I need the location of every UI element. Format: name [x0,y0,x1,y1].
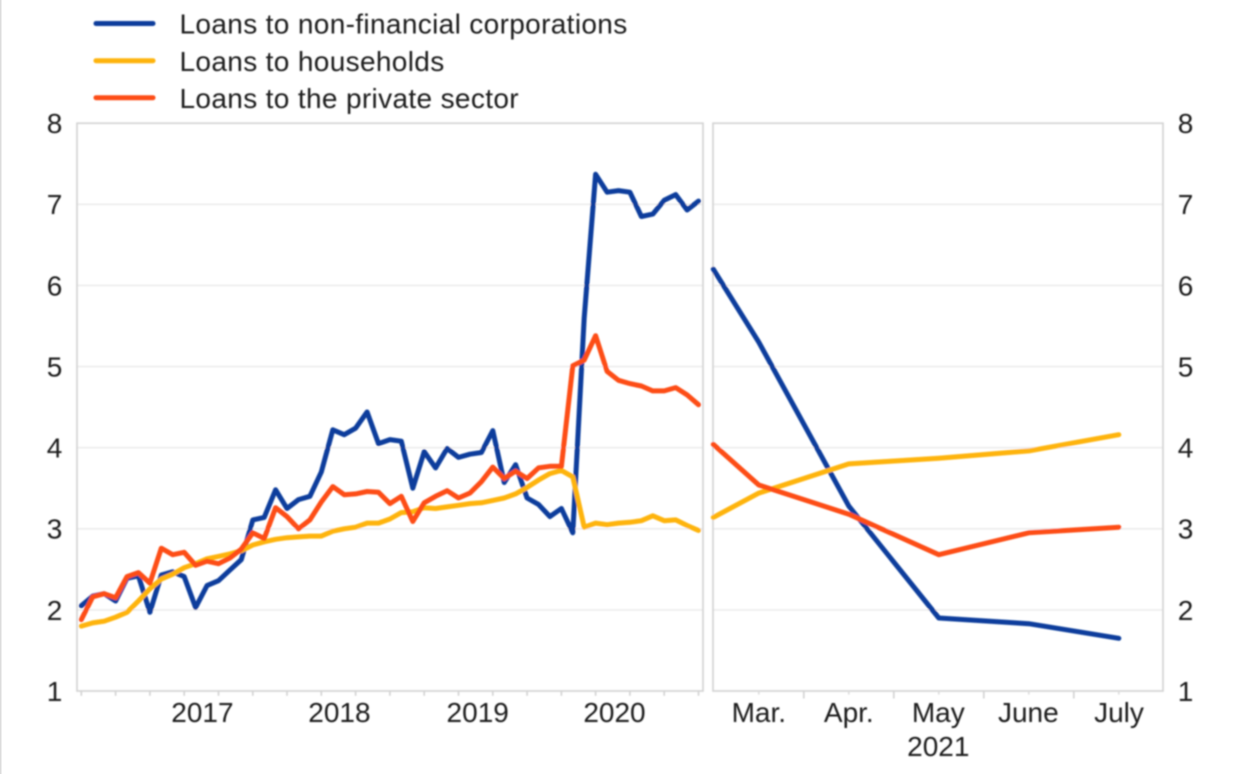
svg-text:2018: 2018 [308,697,370,728]
svg-text:1: 1 [1178,676,1194,707]
svg-text:8: 8 [1178,108,1194,139]
svg-text:Apr.: Apr. [824,697,874,728]
svg-text:3: 3 [1178,514,1194,545]
svg-text:2: 2 [1178,595,1194,626]
svg-text:July: July [1094,697,1144,728]
svg-text:2017: 2017 [171,697,233,728]
svg-text:5: 5 [1178,352,1194,383]
svg-text:Loans to the private sector: Loans to the private sector [180,83,519,114]
svg-text:2: 2 [47,595,63,626]
svg-text:Loans to non-financial corpora: Loans to non-financial corporations [180,9,628,40]
svg-text:7: 7 [47,189,63,220]
svg-text:6: 6 [47,270,63,301]
svg-text:2021: 2021 [907,731,969,762]
svg-text:Loans to households: Loans to households [180,46,445,77]
svg-text:June: June [998,697,1059,728]
svg-text:2019: 2019 [447,697,509,728]
svg-text:4: 4 [1178,433,1194,464]
svg-text:1: 1 [47,676,63,707]
svg-text:4: 4 [47,433,63,464]
svg-text:8: 8 [47,108,63,139]
svg-text:2020: 2020 [583,697,645,728]
svg-text:Mar.: Mar. [732,697,786,728]
svg-text:7: 7 [1178,189,1194,220]
svg-text:5: 5 [47,352,63,383]
svg-text:May: May [912,697,965,728]
svg-text:6: 6 [1178,270,1194,301]
svg-text:3: 3 [47,514,63,545]
